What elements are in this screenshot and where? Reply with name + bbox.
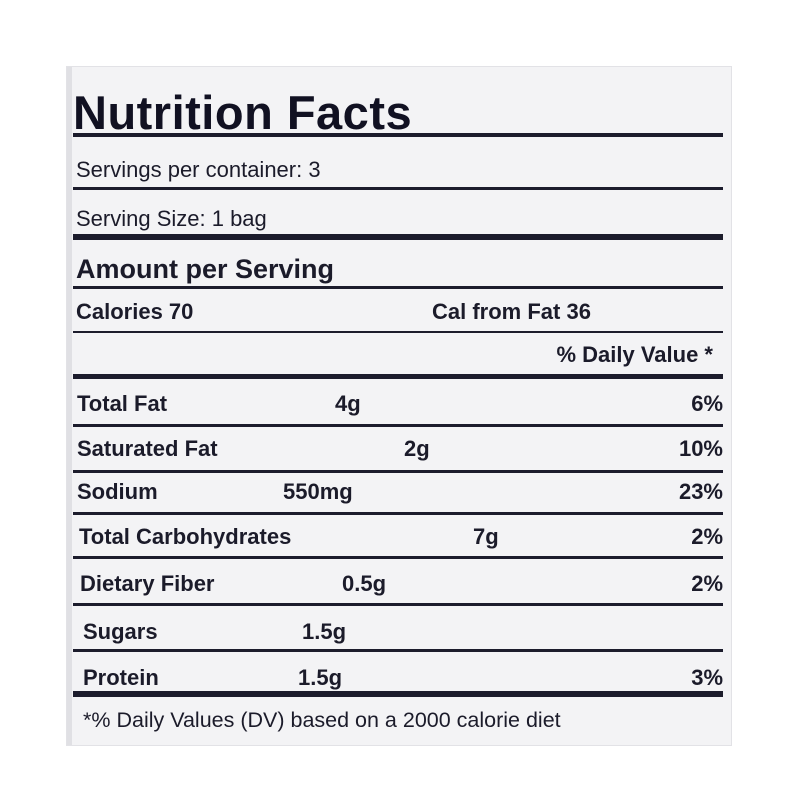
daily-value-header: % Daily Value * <box>556 342 713 367</box>
nutrition-label: Nutrition Facts Servings per container: … <box>67 67 731 745</box>
nutrient-amount-saturated-fat: 2g <box>404 436 430 461</box>
servings-per-container: Servings per container: 3 <box>76 157 321 182</box>
nutrient-amount-sugars: 1.5g <box>302 619 347 644</box>
divider-dietary-fiber <box>73 603 723 606</box>
nutrient-amount-total-fat: 4g <box>335 391 361 416</box>
divider-protein <box>73 691 723 697</box>
amount-per-serving-heading: Amount per Serving <box>76 254 335 284</box>
calories-from-fat: Cal from Fat 36 <box>432 299 591 324</box>
nutrient-name-protein: Protein <box>83 665 159 690</box>
nutrient-dv-sodium: 23% <box>678 479 723 504</box>
divider-daily-value <box>73 374 723 379</box>
nutrient-name-dietary-fiber: Dietary Fiber <box>80 571 215 596</box>
nutrient-name-total-carbohydrates: Total Carbohydrates <box>79 524 292 549</box>
divider-total-carbohydrates <box>73 556 723 559</box>
divider-sodium <box>73 512 723 515</box>
nutrient-dv-protein: 3% <box>691 665 723 690</box>
divider-sugars <box>73 649 723 652</box>
nutrient-amount-total-carbohydrates: 7g <box>473 524 499 549</box>
calories: Calories 70 <box>76 299 194 324</box>
nutrient-amount-sodium: 550mg <box>283 479 353 504</box>
nutrient-dv-total-fat: 6% <box>691 391 723 416</box>
nutrient-name-saturated-fat: Saturated Fat <box>77 436 218 461</box>
divider-serving-size <box>73 234 723 240</box>
nutrient-amount-dietary-fiber: 0.5g <box>342 571 387 596</box>
divider-servings <box>73 187 723 190</box>
nutrient-dv-dietary-fiber: 2% <box>691 571 723 596</box>
nutrient-dv-saturated-fat: 10% <box>678 436 723 461</box>
divider-total-fat <box>73 424 723 427</box>
nutrient-amount-protein: 1.5g <box>298 665 343 690</box>
label-title: Nutrition Facts <box>73 86 413 139</box>
daily-value-footnote: *% Daily Values (DV) based on a 2000 cal… <box>83 708 561 732</box>
divider-amount <box>73 286 723 289</box>
divider-title <box>73 133 723 137</box>
nutrient-name-total-fat: Total Fat <box>77 391 168 416</box>
divider-calories <box>73 331 723 333</box>
label-left-edge <box>67 67 72 745</box>
divider-saturated-fat <box>73 470 723 473</box>
serving-size: Serving Size: 1 bag <box>76 206 267 231</box>
nutrient-name-sodium: Sodium <box>77 479 158 504</box>
nutrient-name-sugars: Sugars <box>83 619 158 644</box>
nutrient-dv-total-carbohydrates: 2% <box>691 524 723 549</box>
